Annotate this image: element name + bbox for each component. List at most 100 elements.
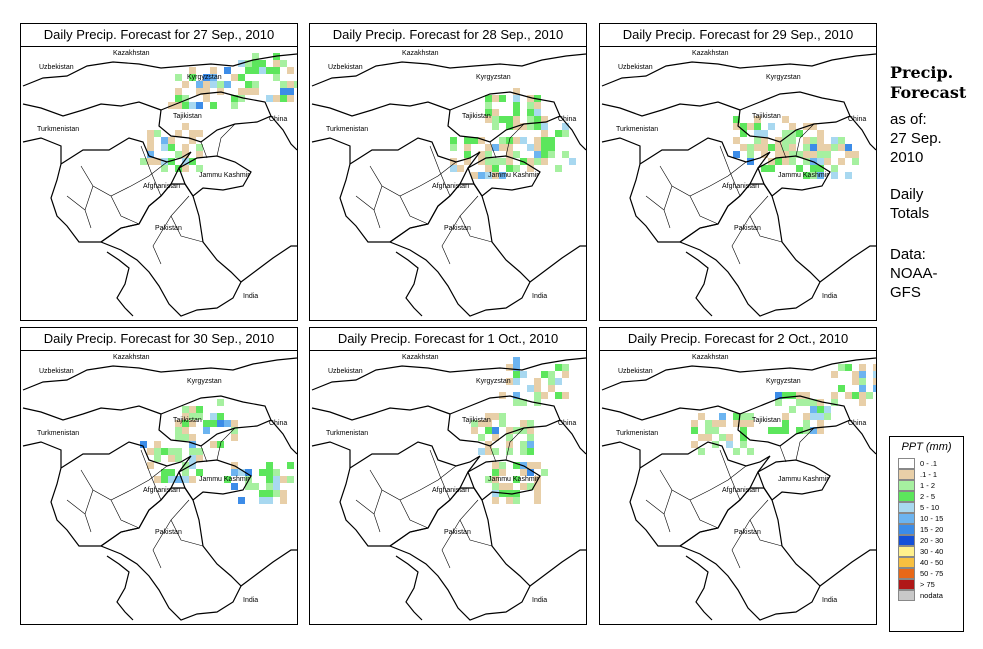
precip-cell xyxy=(280,81,287,88)
precip-cell xyxy=(161,137,168,144)
precip-cell xyxy=(245,88,252,95)
precip-cell xyxy=(175,151,182,158)
precip-cell xyxy=(513,357,520,364)
precip-cell xyxy=(712,420,719,427)
precip-cell xyxy=(161,469,168,476)
map-label-kyrgyzstan: Kyrgyzstan xyxy=(766,74,801,81)
province-border xyxy=(399,195,429,225)
precip-cell xyxy=(287,476,294,483)
precip-cell xyxy=(182,81,189,88)
precip-cell xyxy=(775,151,782,158)
legend-item: 0 - .1 xyxy=(890,458,963,469)
precip-cell xyxy=(555,378,562,385)
precip-cell xyxy=(548,385,555,392)
precip-cell xyxy=(196,455,203,462)
precip-cell xyxy=(513,137,520,144)
precip-cell xyxy=(527,95,534,102)
precip-cell xyxy=(280,497,287,504)
panel-title: Daily Precip. Forecast for 27 Sep., 2010 xyxy=(21,24,297,47)
precip-cell xyxy=(541,392,548,399)
province-border xyxy=(779,141,787,159)
precip-cell xyxy=(824,413,831,420)
province-border xyxy=(489,445,497,463)
precip-cell xyxy=(789,130,796,137)
precip-map: Kazakhstan Uzbekistan Kyrgyzstan Tajikistan… xyxy=(601,354,876,621)
forecast-panel-4: Daily Precip. Forecast for 30 Sep., 2010… xyxy=(20,327,298,625)
province-border xyxy=(170,499,204,547)
precip-cell xyxy=(817,427,824,434)
sidebar-totals-line2: Totals xyxy=(890,205,930,222)
legend-item: 15 - 20 xyxy=(890,524,963,535)
precip-cell xyxy=(189,158,196,165)
country-border xyxy=(270,115,297,151)
province-border xyxy=(689,499,719,529)
precip-cell xyxy=(492,158,499,165)
precip-cell xyxy=(733,420,740,427)
map-label-china: China xyxy=(269,420,287,427)
precip-cell xyxy=(726,441,733,448)
precip-cell xyxy=(450,144,457,151)
precip-cell xyxy=(280,476,287,483)
map-label-pakistan: Pakistan xyxy=(155,225,182,232)
precip-cell xyxy=(698,434,705,441)
precip-cell xyxy=(252,60,259,67)
precip-cell xyxy=(189,455,196,462)
precip-cell xyxy=(775,427,782,434)
country-border xyxy=(559,115,586,151)
precip-cell xyxy=(733,151,740,158)
precip-cell xyxy=(485,165,492,172)
precip-cell xyxy=(754,116,761,123)
precip-cell xyxy=(740,413,747,420)
country-border xyxy=(240,549,297,587)
precip-cell xyxy=(485,172,492,179)
legend-swatch xyxy=(898,502,915,513)
precip-cell xyxy=(562,371,569,378)
precip-cell xyxy=(569,158,576,165)
map-label-tajikistan: Tajikistan xyxy=(752,417,781,424)
precip-cell xyxy=(520,371,527,378)
province-border xyxy=(369,165,421,197)
precip-map: Kazakhstan Uzbekistan Kyrgyzstan Tajikistan… xyxy=(311,354,586,621)
precip-cell xyxy=(154,130,161,137)
panel-title: Daily Precip. Forecast for 29 Sep., 2010 xyxy=(600,24,876,47)
precip-cell xyxy=(562,130,569,137)
ppt-legend: PPT (mm) 0 - .1 .1 - 1 1 - 2 2 - 5 5 - 10 10 … xyxy=(889,436,964,632)
precip-cell xyxy=(527,441,534,448)
precip-cell xyxy=(499,158,506,165)
precip-cell xyxy=(492,497,499,504)
precip-cell xyxy=(147,130,154,137)
precip-cell xyxy=(513,392,520,399)
legend-label: 5 - 10 xyxy=(920,503,940,512)
country-border xyxy=(849,115,876,151)
precip-cell xyxy=(761,144,768,151)
province-border xyxy=(429,449,451,501)
country-border xyxy=(22,441,62,468)
province-border xyxy=(216,427,236,461)
precip-cell xyxy=(499,137,506,144)
country-border xyxy=(559,419,586,455)
precip-cell xyxy=(534,109,541,116)
precip-cell xyxy=(782,158,789,165)
province-border xyxy=(399,499,429,529)
country-border xyxy=(388,183,531,317)
precip-cell xyxy=(168,469,175,476)
province-border xyxy=(419,465,457,491)
precip-cell xyxy=(852,392,859,399)
precip-cell xyxy=(259,469,266,476)
precip-cell xyxy=(796,151,803,158)
precip-cell xyxy=(245,67,252,74)
precip-cell xyxy=(838,137,845,144)
precip-cell xyxy=(810,413,817,420)
precip-cell xyxy=(831,137,838,144)
precip-cell xyxy=(492,95,499,102)
precip-cell xyxy=(252,67,259,74)
precip-cell xyxy=(810,427,817,434)
precip-cell xyxy=(768,158,775,165)
precip-cell xyxy=(499,172,506,179)
precip-cell xyxy=(182,165,189,172)
precip-cell xyxy=(210,67,217,74)
precip-cell xyxy=(189,137,196,144)
precip-cell xyxy=(464,137,471,144)
country-border xyxy=(311,53,586,87)
precip-cell xyxy=(506,483,513,490)
